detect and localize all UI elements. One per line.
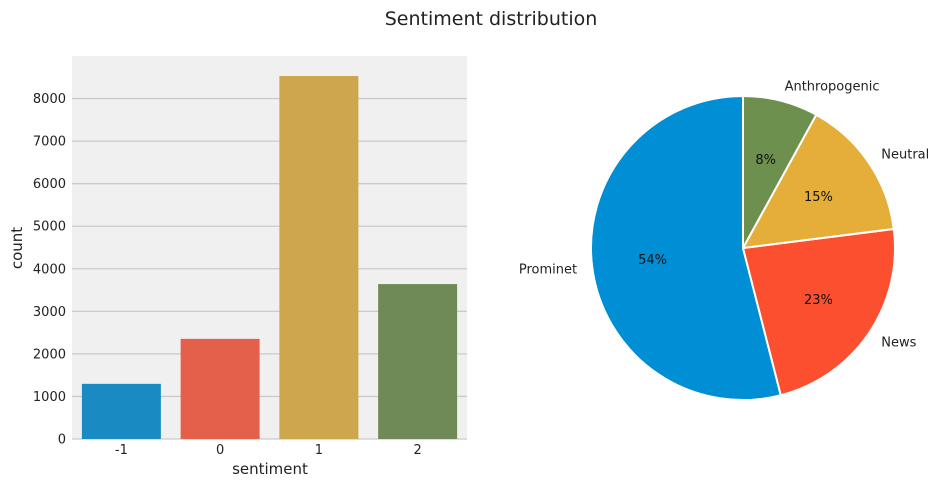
pie-chart: Prominet News Neutral Anthropogenic 54% 23% 1… [519, 80, 929, 401]
pie-label: Prominet [519, 262, 577, 277]
pie-slice-prominet [590, 95, 782, 401]
pie-percent-label: 54% [638, 253, 667, 268]
pie-slice-news [742, 227, 896, 397]
pie-slices [590, 95, 896, 401]
pie-percent-label: 15% [804, 190, 833, 205]
bar-y-tick-label: 3000 [33, 305, 66, 320]
bar-y-tick-label: 0 [58, 433, 66, 448]
bar-x-tick-label: 2 [413, 443, 421, 458]
bar-y-axis-label: count [8, 227, 26, 269]
bar-x-ticks: -1 0 1 2 [115, 443, 422, 458]
bar-y-tick-label: 2000 [33, 347, 66, 362]
pie-label: Neutral [881, 148, 929, 163]
bar-x-tick-label: 1 [315, 443, 323, 458]
pie-percent-labels: 54% 23% 15% 8% [638, 153, 833, 308]
pie-label: News [881, 335, 916, 350]
pie-slice-neutral [742, 113, 895, 249]
pie-slice-anthropogenic [742, 95, 818, 249]
bar-y-tick-label: 4000 [33, 262, 66, 277]
bar-x-tick-label: 0 [216, 443, 224, 458]
pie-percent-label: 23% [804, 293, 833, 308]
bar-x-axis-label: sentiment [232, 460, 308, 478]
bar-y-ticks: 0 1000 2000 3000 4000 5000 6000 7000 8000 [33, 92, 66, 447]
bar-y-tick-label: 1000 [33, 390, 66, 405]
bar-y-tick-label: 5000 [33, 220, 66, 235]
figure-title: Sentiment distribution [385, 8, 598, 30]
pie-labels: Prominet News Neutral Anthropogenic [519, 80, 929, 351]
bar-series [81, 76, 458, 440]
bar-x-tick-label: -1 [115, 443, 128, 458]
pie-label: Anthropogenic [785, 80, 880, 95]
bar-y-tick-label: 6000 [33, 177, 66, 192]
bar-0 [180, 338, 260, 439]
bar-2 [378, 284, 458, 439]
bar--1 [81, 383, 161, 439]
bar-y-tick-label: 7000 [33, 135, 66, 150]
bar-y-tick-label: 8000 [33, 92, 66, 107]
pie-percent-label: 8% [755, 153, 776, 168]
bar-1 [279, 76, 359, 440]
